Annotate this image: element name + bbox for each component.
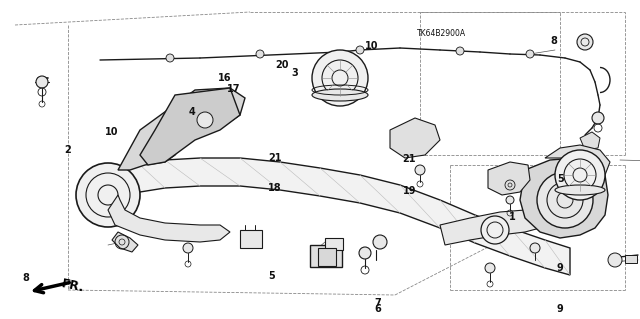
Circle shape — [415, 165, 425, 175]
Ellipse shape — [312, 89, 368, 101]
Text: FR.: FR. — [60, 277, 85, 295]
Circle shape — [183, 243, 193, 253]
Circle shape — [197, 112, 213, 128]
Circle shape — [526, 50, 534, 58]
Text: 20: 20 — [275, 60, 289, 70]
Circle shape — [166, 54, 174, 62]
Text: 8: 8 — [22, 272, 29, 283]
Text: 21: 21 — [268, 153, 282, 163]
Text: 21: 21 — [403, 154, 416, 165]
Bar — [325, 238, 343, 250]
Circle shape — [506, 196, 514, 204]
Polygon shape — [112, 232, 138, 252]
Text: 17: 17 — [227, 84, 241, 94]
Text: 1: 1 — [509, 212, 515, 222]
Circle shape — [592, 112, 604, 124]
Circle shape — [373, 235, 387, 249]
Circle shape — [359, 247, 371, 259]
Circle shape — [312, 50, 368, 106]
Bar — [310, 245, 342, 267]
Polygon shape — [118, 158, 570, 275]
Text: TK64B2900A: TK64B2900A — [417, 29, 466, 38]
Polygon shape — [488, 162, 530, 195]
Polygon shape — [390, 118, 440, 158]
Text: 5: 5 — [557, 174, 564, 184]
Circle shape — [555, 150, 605, 200]
Circle shape — [76, 163, 140, 227]
Circle shape — [577, 34, 593, 50]
Text: 18: 18 — [268, 183, 282, 193]
Polygon shape — [118, 88, 245, 170]
Text: 3: 3 — [291, 68, 298, 78]
Circle shape — [537, 172, 593, 228]
Text: 7: 7 — [374, 298, 381, 308]
Text: 10: 10 — [105, 127, 119, 137]
Circle shape — [356, 46, 364, 54]
Text: 10: 10 — [365, 41, 378, 51]
Polygon shape — [440, 210, 540, 245]
Circle shape — [530, 243, 540, 253]
Bar — [240, 230, 262, 248]
Text: 16: 16 — [218, 73, 231, 83]
Text: 6: 6 — [374, 304, 381, 315]
Ellipse shape — [555, 185, 605, 195]
Polygon shape — [140, 88, 240, 165]
Text: 9: 9 — [557, 263, 564, 273]
Text: 4: 4 — [189, 107, 196, 117]
Bar — [625, 255, 637, 263]
Bar — [318, 248, 336, 266]
Text: 19: 19 — [403, 186, 416, 197]
Polygon shape — [580, 132, 600, 150]
Polygon shape — [108, 195, 230, 242]
Circle shape — [481, 216, 509, 244]
Polygon shape — [545, 145, 610, 175]
Circle shape — [256, 50, 264, 58]
Text: 2: 2 — [64, 145, 70, 155]
Polygon shape — [520, 158, 608, 238]
Circle shape — [485, 263, 495, 273]
Circle shape — [36, 76, 48, 88]
Text: 8: 8 — [550, 36, 557, 47]
Text: 9: 9 — [557, 304, 564, 315]
Circle shape — [456, 47, 464, 55]
Circle shape — [608, 253, 622, 267]
Text: 5: 5 — [268, 271, 275, 281]
